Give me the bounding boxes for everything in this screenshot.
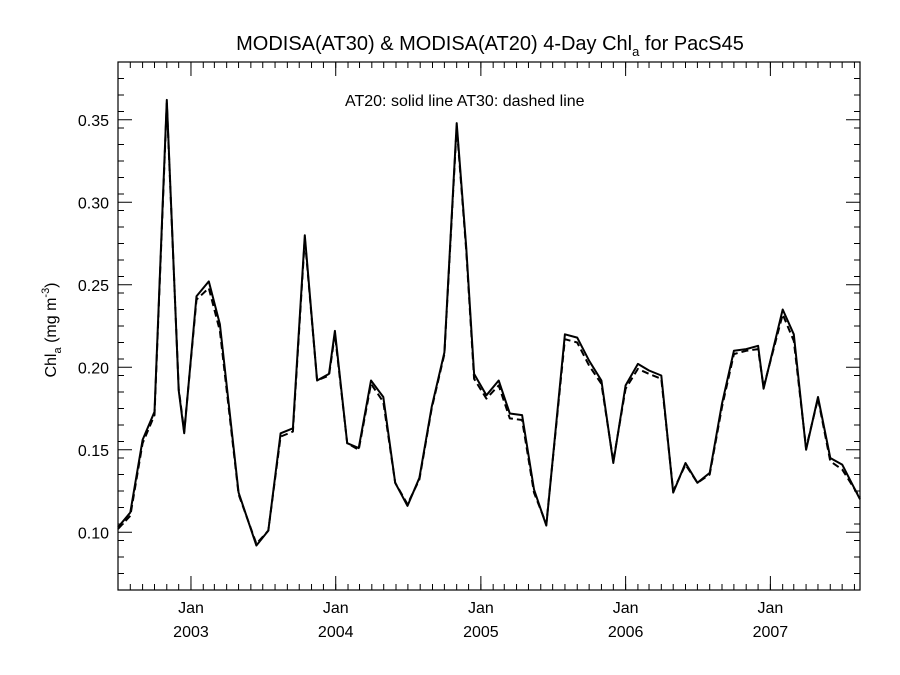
axes: 0.10 0.15 0.20 0.25 0.30 0.35 Jan 2003 Jan 2004 Ja… [78,62,860,641]
y-tick-label: 0.20 [78,360,109,377]
y-tick-label: 0.35 [78,113,109,130]
y-axis-label: Chla (mg m-3) [40,282,64,377]
x-tick-label-month: Jan [613,600,639,617]
y-axis-label-units: (mg m [43,298,60,348]
y-axis-label-units-close: ) [43,282,60,287]
series-line-at30 [117,102,861,545]
x-tick-label-year: 2006 [608,624,644,641]
y-tick-label: 0.25 [78,278,109,295]
chart-annotation: AT20: solid line AT30: dashed line [345,93,585,110]
x-tick-label-month: Jan [178,600,204,617]
chart-title: MODISA(AT30) & MODISA(AT20) 4-Day Chla f… [236,33,744,59]
x-tick-label-month: Jan [323,600,349,617]
chart-title-suffix: for PacS45 [639,33,744,55]
x-tick-label-month: Jan [757,600,783,617]
y-tick-label: 0.10 [78,525,109,542]
x-tick-label-year: 2003 [173,624,209,641]
x-tick-label-year: 2007 [753,624,789,641]
plot-frame [117,61,861,591]
x-tick-label-year: 2005 [463,624,499,641]
y-axis-label-superscript: -3 [40,288,52,298]
chart-title-main: MODISA(AT30) & MODISA(AT20) 4-Day Chl [236,33,632,55]
chart-title-subscript: a [632,44,640,59]
x-tick-label-year: 2004 [318,624,354,641]
y-axis-label-subscript: a [52,347,64,354]
series-line-at20 [117,98,861,547]
y-tick-label: 0.15 [78,443,109,460]
series-layer [117,98,861,547]
x-tick-label-month: Jan [468,600,494,617]
y-axis-label-main: Chl [43,354,60,378]
y-tick-label: 0.30 [78,195,109,212]
